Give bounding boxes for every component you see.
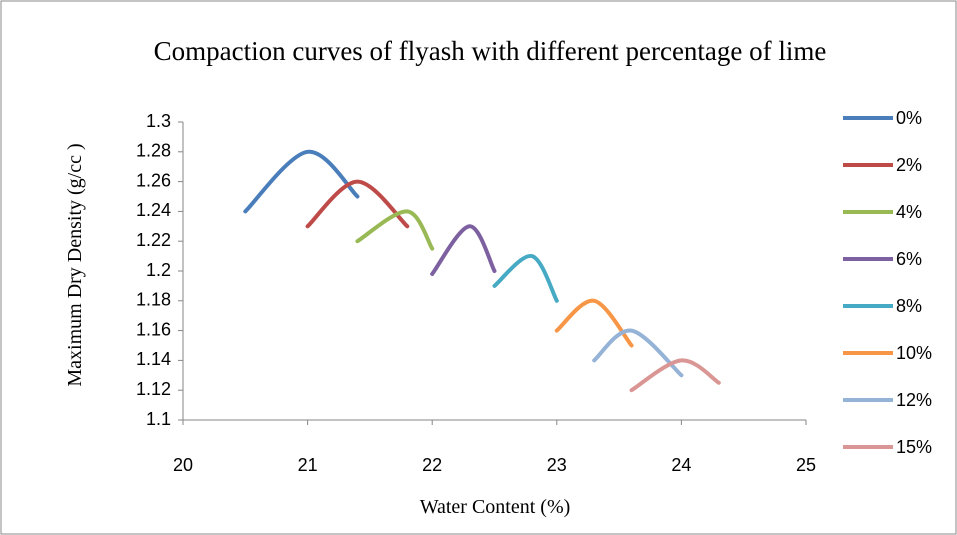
y-tick-label: 1.14 xyxy=(136,349,171,369)
x-tick-label: 24 xyxy=(671,455,691,475)
x-tick-label: 25 xyxy=(796,455,816,475)
x-axis-label: Water Content (%) xyxy=(419,496,571,518)
legend-label: 6% xyxy=(896,249,922,269)
series-line xyxy=(430,224,497,276)
y-tick-label: 1.26 xyxy=(136,170,171,190)
legend-label: 15% xyxy=(896,437,932,457)
x-tick-label: 22 xyxy=(422,455,442,475)
legend-label: 10% xyxy=(896,343,932,363)
y-tick-label: 1.1 xyxy=(146,409,171,429)
legend-label: 4% xyxy=(896,202,922,222)
y-axis-label: Maximum Dry Density (g/cc ) xyxy=(64,143,86,387)
y-tick-label: 1.22 xyxy=(136,230,171,250)
legend-label: 0% xyxy=(896,108,922,128)
y-tick-label: 1.28 xyxy=(136,141,171,161)
y-tick-label: 1.16 xyxy=(136,319,171,339)
legend-label: 12% xyxy=(896,390,932,410)
series-line xyxy=(629,358,721,393)
y-tick-label: 1.2 xyxy=(146,260,171,280)
legend-label: 2% xyxy=(896,155,922,175)
series-line xyxy=(243,149,360,214)
y-tick-label: 1.3 xyxy=(146,111,171,131)
chart-title: Compaction curves of flyash with differe… xyxy=(153,36,827,66)
y-tick-label: 1.12 xyxy=(136,379,171,399)
series-line xyxy=(492,254,559,303)
x-tick-label: 21 xyxy=(298,455,318,475)
series-line xyxy=(355,209,435,251)
y-tick-label: 1.24 xyxy=(136,200,171,220)
y-tick-label: 1.18 xyxy=(136,290,171,310)
legend-label: 8% xyxy=(896,296,922,316)
x-tick-label: 23 xyxy=(547,455,567,475)
x-tick-label: 20 xyxy=(173,455,193,475)
